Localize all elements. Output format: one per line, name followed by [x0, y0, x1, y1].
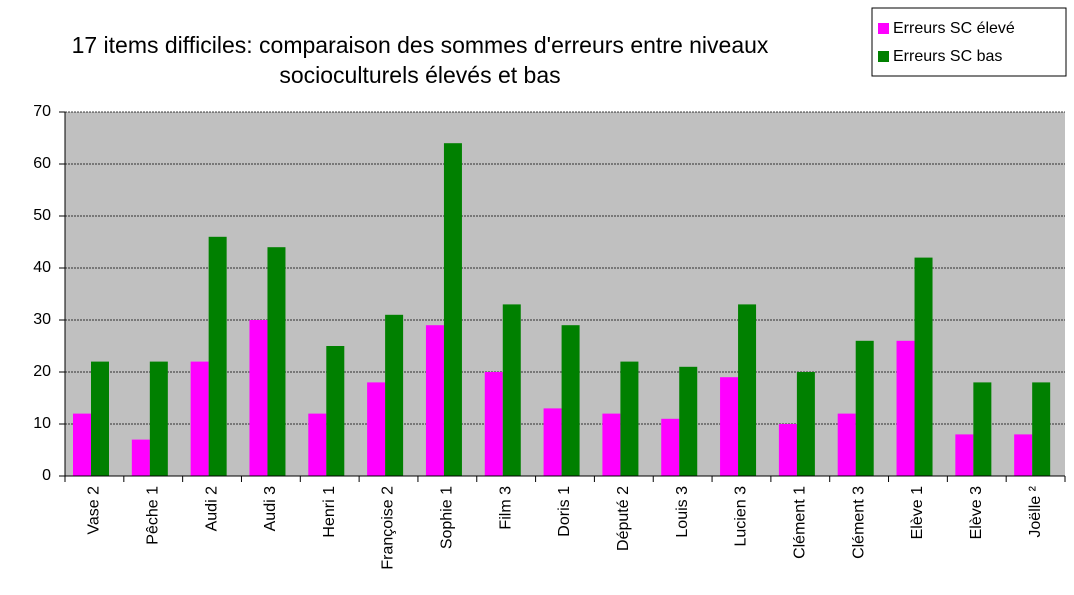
y-tick-label: 20	[33, 363, 51, 380]
bar	[73, 413, 91, 476]
bar	[308, 413, 327, 476]
bar	[91, 361, 109, 476]
y-tick-label: 60	[33, 155, 51, 172]
x-tick-label: Audi 3	[262, 486, 279, 531]
bar	[502, 304, 521, 476]
x-tick-label: Lucien 3	[733, 486, 750, 547]
bar	[796, 372, 815, 476]
x-tick-label: Louis 3	[674, 486, 691, 538]
bar	[896, 340, 915, 476]
bar	[267, 247, 286, 476]
bar	[249, 320, 268, 476]
bar	[973, 382, 992, 476]
bar	[620, 361, 639, 476]
x-tick-label: Elève 3	[968, 486, 985, 539]
bar	[720, 377, 739, 476]
x-tick-label: Elève 1	[909, 486, 926, 539]
bar	[385, 314, 404, 476]
x-tick-label: Doris 1	[556, 486, 573, 537]
bar	[425, 325, 444, 476]
legend-label: Erreurs SC élevé	[893, 20, 1015, 37]
bar	[855, 340, 874, 476]
y-tick-label: 50	[33, 207, 51, 224]
bar	[955, 434, 974, 476]
x-tick-label: Audi 2	[203, 486, 220, 531]
chart-title: 17 items difficiles: comparaison des som…	[71, 32, 769, 88]
bar	[738, 304, 757, 476]
bar	[778, 424, 797, 476]
y-tick-label: 0	[42, 467, 51, 484]
bar	[679, 366, 698, 476]
bar	[208, 236, 227, 476]
bar	[190, 361, 209, 476]
bar	[131, 439, 150, 476]
x-tick-label: Pêche 1	[144, 486, 161, 545]
y-tick-label: 40	[33, 259, 51, 276]
bar	[661, 418, 680, 476]
x-tick-label: Vase 2	[86, 486, 103, 535]
y-tick-label: 70	[33, 103, 51, 120]
bar	[1032, 382, 1051, 476]
bar	[443, 143, 462, 476]
bar	[837, 413, 856, 476]
x-tick-label: Sophie 1	[439, 486, 456, 549]
x-tick-label: Film 3	[497, 486, 514, 530]
bar	[561, 325, 580, 476]
bar	[367, 382, 386, 476]
x-tick-label: Clément 3	[850, 486, 867, 559]
y-tick-label: 10	[33, 415, 51, 432]
bar	[1014, 434, 1033, 476]
legend-box	[871, 7, 1067, 77]
x-tick-label: Député 2	[615, 486, 632, 551]
bar	[543, 408, 562, 476]
bar	[602, 413, 621, 476]
legend-swatch	[878, 51, 889, 62]
bar	[149, 361, 168, 476]
x-tick-label: Joëlle ²	[1027, 485, 1044, 537]
y-tick-label: 30	[33, 311, 51, 328]
legend-label: Erreurs SC bas	[893, 48, 1002, 65]
x-tick-label: Françoise 2	[380, 486, 397, 570]
bar	[326, 346, 345, 476]
bar	[484, 372, 503, 476]
x-tick-label: Clément 1	[792, 486, 809, 559]
bar	[914, 257, 933, 476]
legend-swatch	[878, 23, 889, 34]
x-tick-label: Henri 1	[321, 486, 338, 538]
